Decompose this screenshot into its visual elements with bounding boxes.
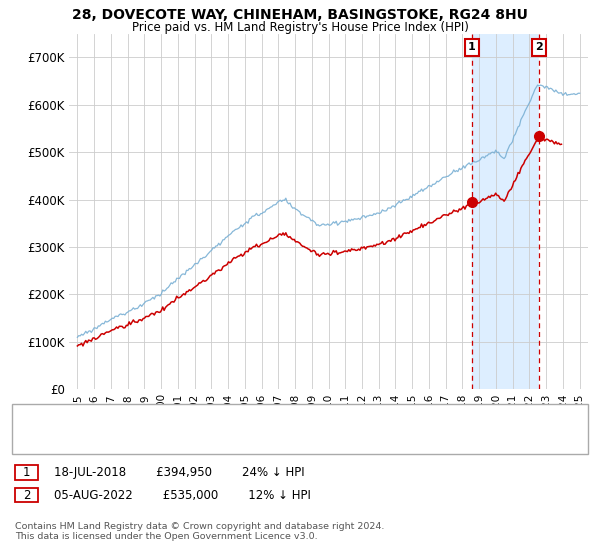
Text: 05-AUG-2022        £535,000        12% ↓ HPI: 05-AUG-2022 £535,000 12% ↓ HPI xyxy=(54,488,311,502)
Text: 2: 2 xyxy=(23,488,30,502)
Text: HPI: Average price, detached house, Basingstoke and Deane: HPI: Average price, detached house, Basi… xyxy=(66,430,382,440)
Bar xyxy=(472,34,539,389)
Text: Price paid vs. HM Land Registry's House Price Index (HPI): Price paid vs. HM Land Registry's House … xyxy=(131,21,469,34)
Text: ——: —— xyxy=(30,428,61,442)
Text: ——: —— xyxy=(30,409,61,423)
Text: 1: 1 xyxy=(23,466,30,479)
Text: 28, DOVECOTE WAY, CHINEHAM, BASINGSTOKE, RG24 8HU (detached house): 28, DOVECOTE WAY, CHINEHAM, BASINGSTOKE,… xyxy=(66,411,468,421)
Text: 2: 2 xyxy=(536,43,544,53)
Text: 18-JUL-2018        £394,950        24% ↓ HPI: 18-JUL-2018 £394,950 24% ↓ HPI xyxy=(54,466,305,479)
Text: 28, DOVECOTE WAY, CHINEHAM, BASINGSTOKE, RG24 8HU: 28, DOVECOTE WAY, CHINEHAM, BASINGSTOKE,… xyxy=(72,8,528,22)
Bar xyxy=(539,34,588,389)
Text: 1: 1 xyxy=(468,43,476,53)
Text: Contains HM Land Registry data © Crown copyright and database right 2024.
This d: Contains HM Land Registry data © Crown c… xyxy=(15,522,385,542)
